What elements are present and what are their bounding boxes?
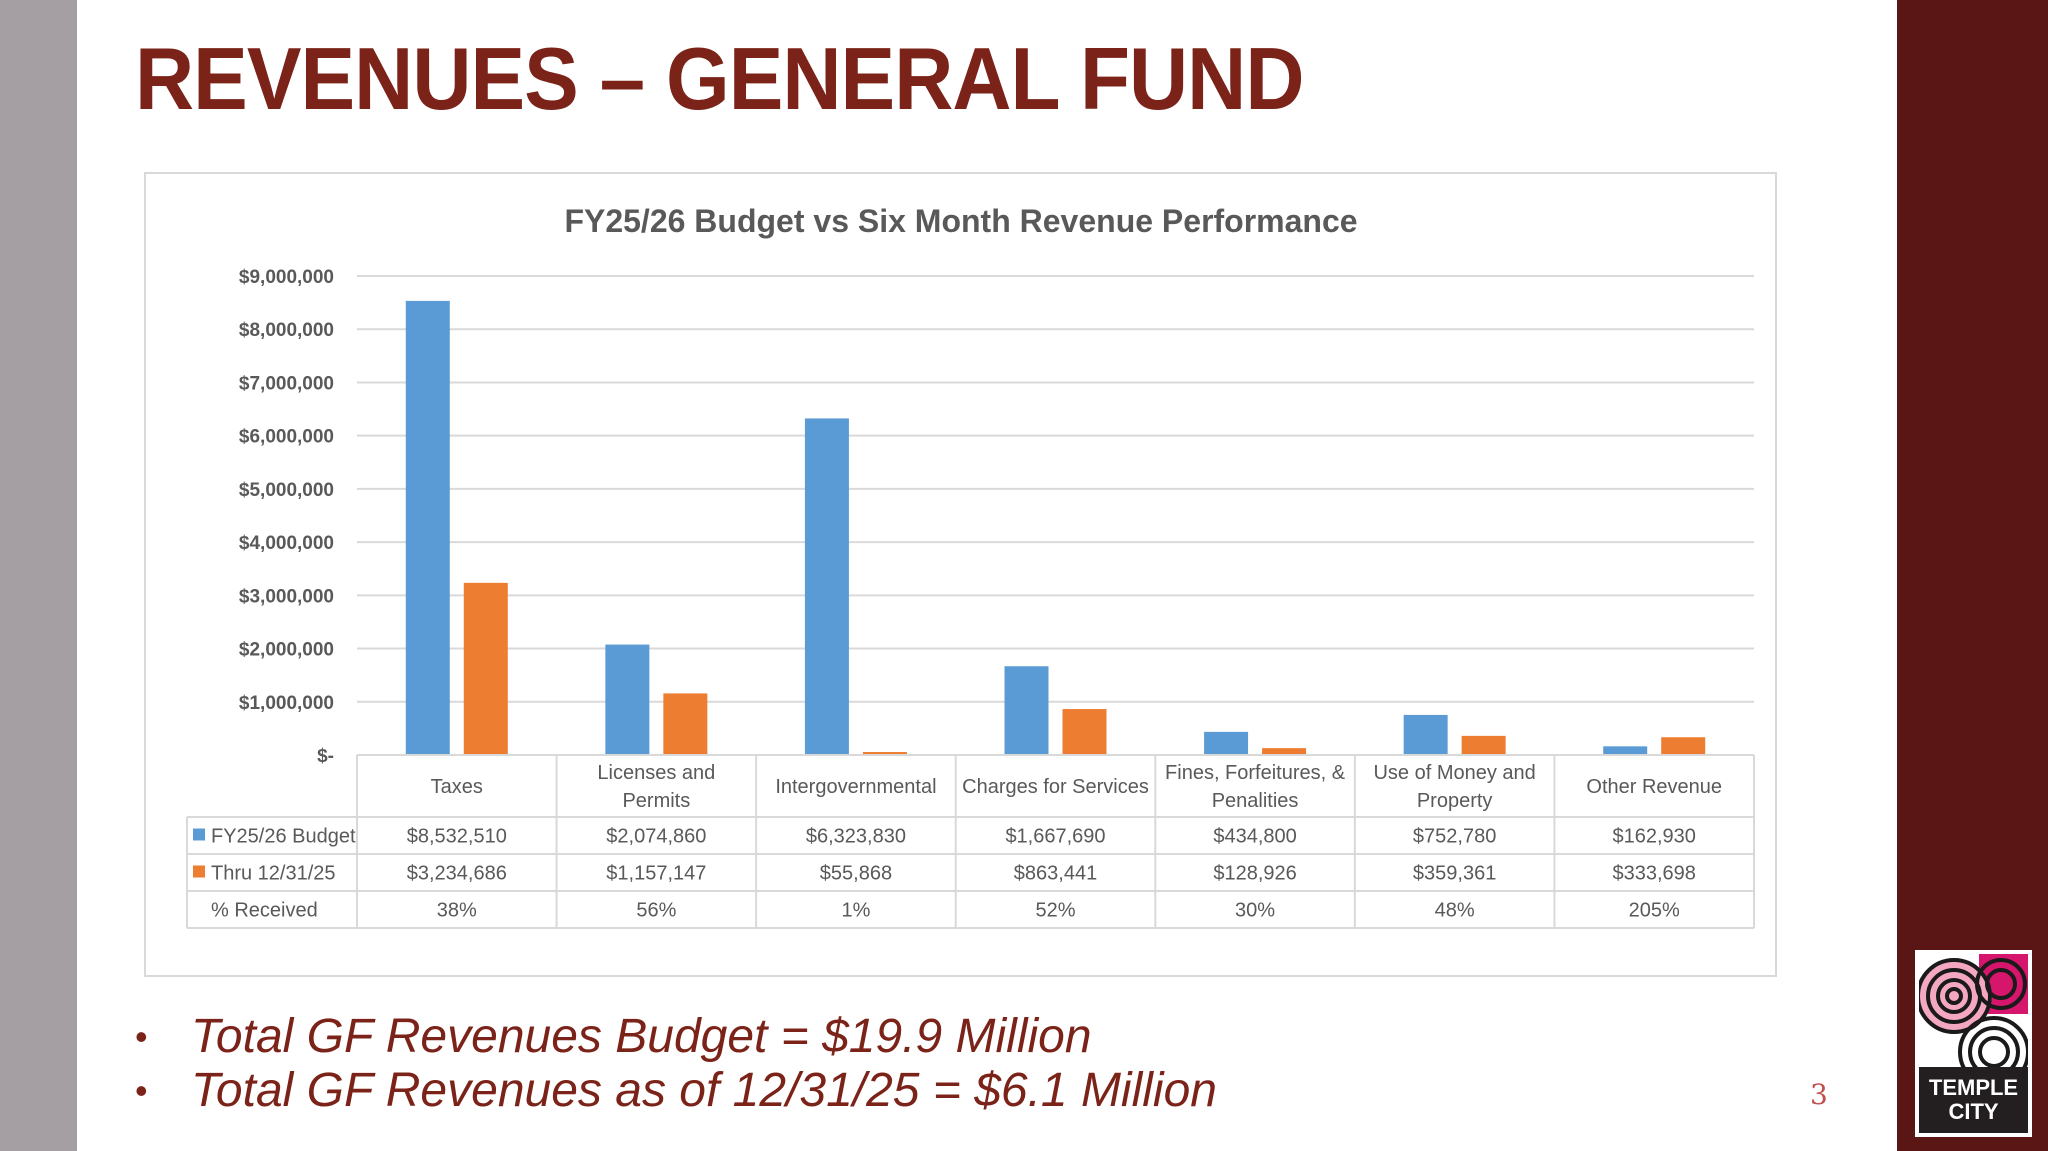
data-label: $863,441 xyxy=(1014,863,1097,885)
percent-label: 48% xyxy=(1435,900,1475,922)
bar-budget xyxy=(1603,746,1648,755)
logo-line-1: TEMPLE xyxy=(1928,1075,2019,1100)
bullet-dot-icon: • xyxy=(135,1016,148,1057)
category-label: Charges for Services xyxy=(962,776,1149,798)
percent-label: 56% xyxy=(636,900,676,922)
bullet-text: Total GF Revenues as of 12/31/25 = $6.1 … xyxy=(191,1064,1217,1117)
rose-logo-icon xyxy=(1919,954,2028,1067)
category-label: Intergovernmental xyxy=(775,776,936,798)
bullet-dot-icon: • xyxy=(135,1070,148,1111)
percent-label: 1% xyxy=(841,900,870,922)
category-label: Penalities xyxy=(1212,790,1299,812)
bar-budget xyxy=(405,300,450,755)
row-label: % Received xyxy=(211,900,318,922)
legend-key-budget xyxy=(193,828,205,841)
y-tick-label: $1,000,000 xyxy=(239,693,334,714)
y-tick-label: $2,000,000 xyxy=(239,640,334,661)
legend-label: Thru 12/31/25 xyxy=(211,863,336,885)
category-label: Other Revenue xyxy=(1586,776,1722,798)
data-label: $162,930 xyxy=(1613,826,1696,848)
y-tick-label: $6,000,000 xyxy=(239,427,334,448)
y-tick-label: $8,000,000 xyxy=(239,320,334,341)
y-tick-label: $- xyxy=(317,746,334,767)
category-label: Permits xyxy=(622,790,690,812)
bar-actual xyxy=(1461,735,1506,755)
page-number: 3 xyxy=(1810,1078,1828,1111)
bar-budget xyxy=(605,644,650,755)
category-label: Fines, Forfeitures, & xyxy=(1165,762,1346,784)
data-label: $3,234,686 xyxy=(407,863,507,885)
percent-label: 30% xyxy=(1235,900,1275,922)
legend-key-actual xyxy=(193,865,205,878)
bar-actual xyxy=(1062,709,1107,755)
bullet-text: Total GF Revenues Budget = $19.9 Million xyxy=(191,1010,1092,1063)
data-label: $1,667,690 xyxy=(1005,826,1105,848)
bullet-item: • Total GF Revenues Budget = $19.9 Milli… xyxy=(135,1010,1217,1064)
data-label: $2,074,860 xyxy=(606,826,706,848)
category-label: Property xyxy=(1417,790,1493,812)
category-label: Use of Money and xyxy=(1373,762,1535,784)
category-label: Taxes xyxy=(431,776,483,798)
data-label: $333,698 xyxy=(1613,863,1696,885)
data-label: $128,926 xyxy=(1213,863,1296,885)
bar-actual xyxy=(663,693,708,755)
percent-label: 38% xyxy=(437,900,477,922)
bar-actual xyxy=(463,582,508,755)
data-label: $8,532,510 xyxy=(407,826,507,848)
left-gray-band xyxy=(0,0,77,1151)
percent-label: 52% xyxy=(1035,900,1075,922)
legend-label: FY25/26 Budget xyxy=(211,826,356,848)
bar-actual xyxy=(1661,737,1706,755)
bar-budget xyxy=(1204,731,1249,755)
category-label: Licenses and xyxy=(597,762,715,784)
bar-budget xyxy=(804,418,849,755)
bullet-item: • Total GF Revenues as of 12/31/25 = $6.… xyxy=(135,1064,1217,1118)
data-label: $359,361 xyxy=(1413,863,1496,885)
temple-city-logo: TEMPLE CITY xyxy=(1915,950,2032,1137)
slide-title: REVENUES – GENERAL FUND xyxy=(135,29,1304,128)
data-label: $1,157,147 xyxy=(606,863,706,885)
data-label: $752,780 xyxy=(1413,826,1496,848)
percent-label: 205% xyxy=(1629,900,1680,922)
y-tick-label: $5,000,000 xyxy=(239,480,334,501)
bar-budget xyxy=(1004,666,1049,755)
y-tick-label: $3,000,000 xyxy=(239,586,334,607)
chart-title: FY25/26 Budget vs Six Month Revenue Perf… xyxy=(564,203,1357,239)
y-tick-label: $7,000,000 xyxy=(239,373,334,394)
data-label: $434,800 xyxy=(1213,826,1296,848)
y-tick-label: $9,000,000 xyxy=(239,267,334,288)
data-label: $55,868 xyxy=(820,863,892,885)
logo-wordmark: TEMPLE CITY xyxy=(1919,1067,2028,1133)
bar-budget xyxy=(1403,714,1448,755)
summary-bullets: • Total GF Revenues Budget = $19.9 Milli… xyxy=(135,1010,1217,1118)
chart-frame: FY25/26 Budget vs Six Month Revenue Perf… xyxy=(144,172,1777,977)
logo-line-2: CITY xyxy=(1948,1099,1999,1124)
y-tick-label: $4,000,000 xyxy=(239,533,334,554)
data-label: $6,323,830 xyxy=(806,826,906,848)
bar-actual xyxy=(1262,748,1307,755)
bar-actual xyxy=(862,752,907,755)
revenue-chart: FY25/26 Budget vs Six Month Revenue Perf… xyxy=(186,203,1755,929)
